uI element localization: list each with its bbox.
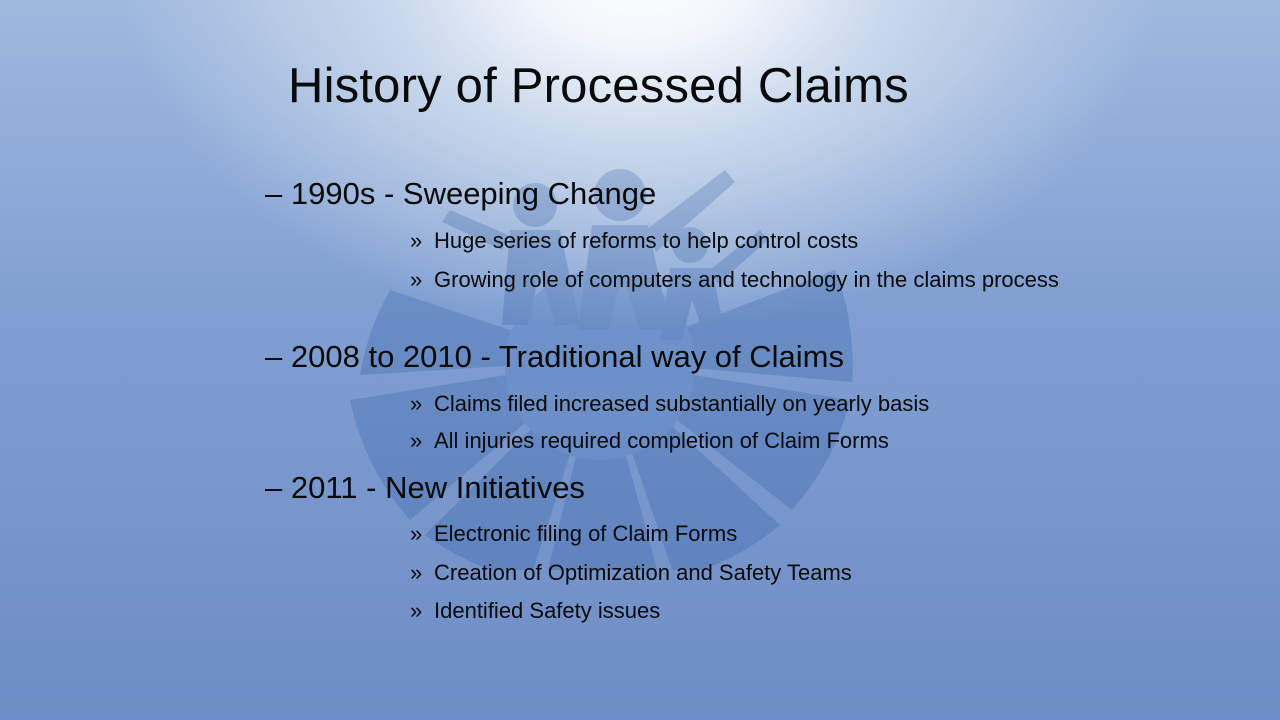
list-item: » Growing role of computers and technolo…	[410, 264, 1060, 295]
slide-title: History of Processed Claims	[288, 59, 909, 113]
section-heading: – 1990s - Sweeping Change	[265, 176, 656, 212]
list-item: » All injuries required completion of Cl…	[410, 425, 1060, 456]
list-item: » Electronic filing of Claim Forms	[410, 518, 1060, 549]
section-heading-text: 2008 to 2010 - Traditional way of Claims	[290, 339, 845, 374]
list-item-text: All injuries required completion of Clai…	[434, 428, 889, 453]
chevron-bullet-icon: »	[410, 391, 423, 416]
chevron-bullet-icon: »	[410, 521, 423, 546]
dash-bullet: –	[265, 176, 283, 211]
people-wheel-logo-icon	[350, 169, 853, 570]
list-item: » Identified Safety issues	[410, 595, 1060, 626]
list-item-text: Huge series of reforms to help control c…	[434, 228, 859, 253]
chevron-bullet-icon: »	[410, 560, 423, 585]
list-item-text: Growing role of computers and technology…	[434, 267, 1059, 292]
list-item-text: Electronic filing of Claim Forms	[434, 521, 738, 546]
section-heading: – 2011 - New Initiatives	[265, 470, 585, 506]
list-item-text: Claims filed increased substantially on …	[434, 391, 930, 416]
list-item: » Creation of Optimization and Safety Te…	[410, 557, 1060, 588]
section-heading-text: 2011 - New Initiatives	[290, 470, 585, 505]
dash-bullet: –	[265, 470, 283, 505]
chevron-bullet-icon: »	[410, 228, 423, 253]
chevron-bullet-icon: »	[410, 598, 423, 623]
section-heading: – 2008 to 2010 - Traditional way of Clai…	[265, 339, 844, 375]
dash-bullet: –	[265, 339, 283, 374]
section-heading-text: 1990s - Sweeping Change	[290, 176, 657, 211]
list-item-text: Creation of Optimization and Safety Team…	[434, 560, 852, 585]
chevron-bullet-icon: »	[410, 267, 423, 292]
chevron-bullet-icon: »	[410, 428, 423, 453]
list-item: » Claims filed increased substantially o…	[410, 388, 1060, 419]
list-item-text: Identified Safety issues	[434, 598, 661, 623]
list-item: » Huge series of reforms to help control…	[410, 225, 1060, 256]
